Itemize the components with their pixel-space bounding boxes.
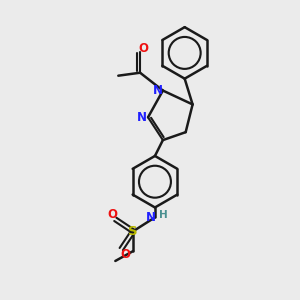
Text: S: S	[128, 225, 138, 238]
Text: O: O	[138, 42, 148, 56]
Text: N: N	[146, 211, 156, 224]
Text: N: N	[137, 111, 147, 124]
Text: H: H	[158, 210, 167, 220]
Text: O: O	[107, 208, 117, 221]
Text: N: N	[153, 84, 163, 97]
Text: O: O	[120, 248, 130, 260]
